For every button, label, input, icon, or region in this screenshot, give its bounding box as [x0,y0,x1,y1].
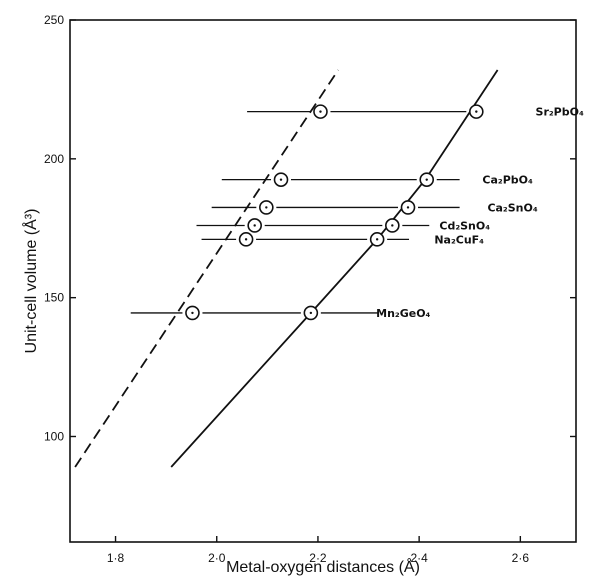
x-tick-label: 1·8 [107,551,125,565]
x-axis-ticks: 1·8 2·0 2·2 2·4 2·6 [107,536,529,565]
data-point-center [375,238,379,241]
data-point-center [253,224,256,227]
y-axis-ticks: 100 150 200 250 [44,13,576,443]
data-point-center [425,178,428,181]
compound-label: Mn₂GeO₄ [376,307,430,320]
compound-label: Ca₂PbO₄ [482,174,533,187]
x-tick-label: 2·4 [410,551,428,565]
distance-ranges [130,110,467,314]
data-point-center [391,224,394,227]
plot-frame [69,19,577,543]
x-axis-title: Metal-oxygen distances (Å) [226,557,420,576]
data-point-center [475,110,478,113]
y-tick-label: 250 [44,13,64,27]
x-tick-label: 2·0 [208,551,226,565]
x-tick-label: 2·2 [309,551,327,565]
compound-label: Ca₂SnO₄ [487,201,537,214]
data-point-center [279,178,283,181]
y-tick-label: 100 [44,429,64,443]
compound-label: Sr₂PbO₄ [536,106,584,119]
x-tick-label: 2·6 [512,551,530,565]
data-points [185,104,484,321]
trend-lines [74,69,499,468]
data-point-center [406,206,410,209]
dashed-series-line [74,69,339,468]
compound-label: Cd₂SnO₄ [439,219,490,232]
y-tick-label: 150 [44,291,64,305]
solid-series-line [170,69,499,468]
data-point-center [191,311,194,315]
data-point-center [319,110,322,113]
y-axis-title: Unit-cell volume (Å³) [21,209,40,354]
data-point-center [265,206,268,209]
y-tick-label: 200 [44,152,64,166]
compound-label: Na₂CuF₄ [434,233,484,246]
data-point-center [244,238,248,241]
data-point-center [309,311,313,315]
